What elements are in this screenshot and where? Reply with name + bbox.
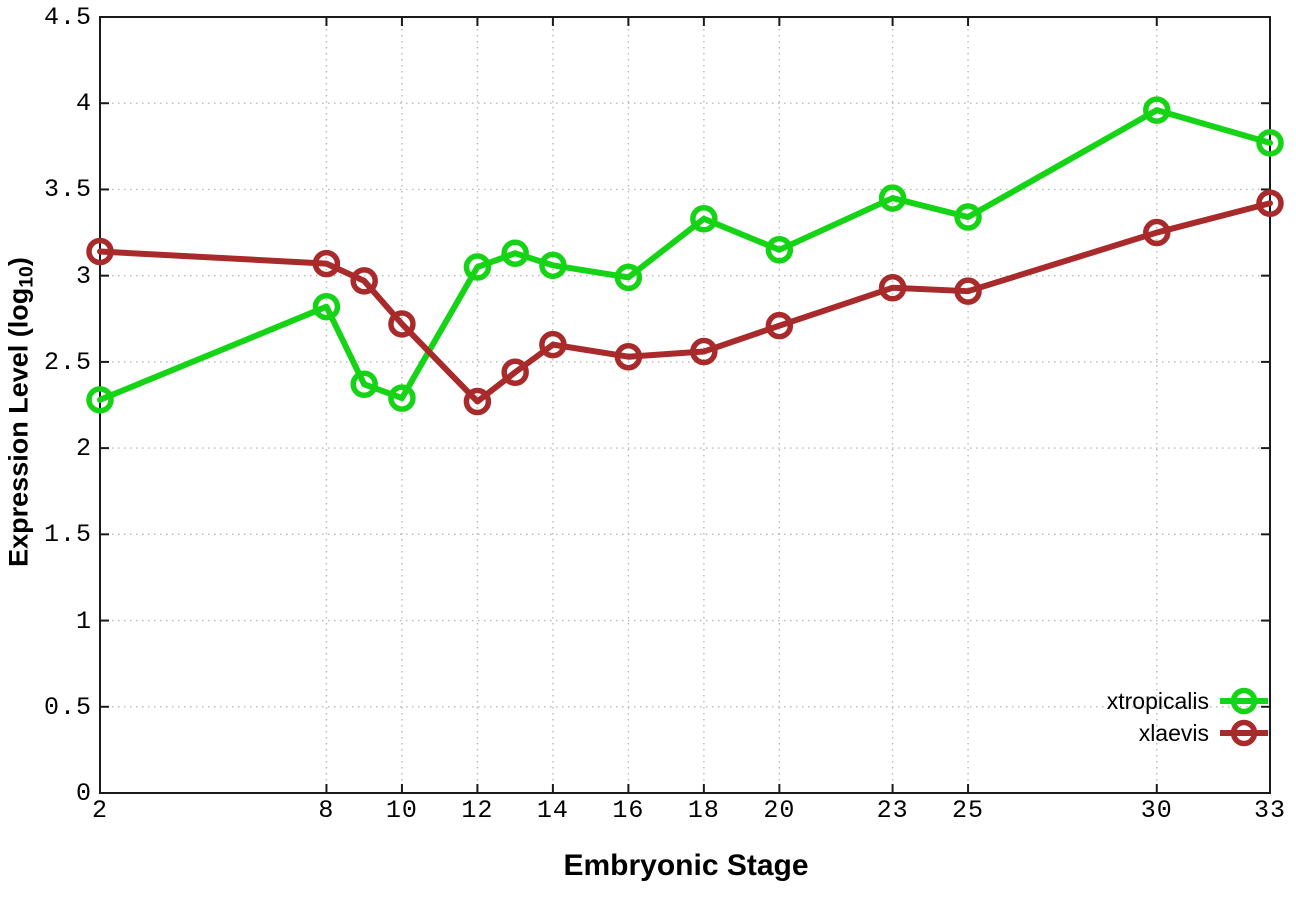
y-tick-label: 0 <box>75 779 92 808</box>
y-tick-label: 3 <box>75 261 92 291</box>
data-point-xtropicalis <box>463 253 492 281</box>
data-point-xlaevis <box>690 337 718 366</box>
data-point-xlaevis <box>1143 218 1171 247</box>
y-axis-title: Expression Level (log10) <box>4 257 39 567</box>
legend-label: xlaevis <box>1138 719 1209 746</box>
y-tick-label: 2.5 <box>43 347 92 377</box>
data-point-xtropicalis <box>86 386 114 414</box>
data-point-xtropicalis <box>954 203 982 231</box>
y-tick-label: 2 <box>75 434 92 464</box>
x-axis-title: Embryonic Stage <box>563 849 809 882</box>
data-point-xtropicalis <box>614 263 643 292</box>
x-tick-label: 30 <box>1140 796 1173 825</box>
y-tick-label: 4 <box>75 89 92 119</box>
plot-border <box>99 16 1271 794</box>
data-point-xlaevis <box>463 387 492 416</box>
data-point-xlaevis <box>614 342 643 371</box>
data-point-xtropicalis <box>690 205 718 233</box>
legend-label: xtropicalis <box>1106 687 1209 714</box>
data-point-xtropicalis <box>312 292 341 321</box>
data-point-xtropicalis <box>388 384 416 412</box>
data-point-xlaevis <box>388 310 416 338</box>
y-axis-title-close: ) <box>3 257 34 267</box>
data-point-xlaevis <box>1256 189 1284 217</box>
x-tick-label: 10 <box>385 796 418 825</box>
x-tick-label: 23 <box>876 796 909 825</box>
y-tick-label: 1 <box>75 606 92 636</box>
legend-marker-xlaevis <box>1220 719 1268 747</box>
y-tick-label: 3.5 <box>43 175 92 205</box>
data-point-xtropicalis <box>539 251 567 280</box>
x-tick-label: 8 <box>318 796 335 825</box>
x-tick-label: 33 <box>1253 796 1286 825</box>
y-tick-label: 4.5 <box>43 3 92 32</box>
data-point-xtropicalis <box>765 236 794 264</box>
legend: xtropicalis xlaevis <box>1107 685 1270 749</box>
data-point-xtropicalis <box>1256 129 1284 157</box>
data-point-xtropicalis <box>350 370 378 399</box>
data-point-xlaevis <box>350 267 378 295</box>
data-point-xtropicalis <box>501 239 529 267</box>
y-axis-title-subscript: 10 <box>15 266 38 288</box>
data-point-xlaevis <box>539 330 567 359</box>
legend-entry-xtropicalis: xtropicalis <box>1107 685 1270 717</box>
data-point-xtropicalis <box>1143 96 1171 124</box>
x-tick-label: 2 <box>91 796 108 825</box>
data-point-xlaevis <box>954 277 982 305</box>
x-tick-label: 16 <box>612 796 645 825</box>
data-point-xtropicalis <box>878 184 907 212</box>
data-point-xlaevis <box>878 273 907 302</box>
data-point-xlaevis <box>86 237 114 266</box>
legend-entry-xlaevis: xlaevis <box>1107 717 1270 749</box>
legend-marker-xtropicalis <box>1220 687 1268 715</box>
y-axis-title-text: Expression Level (log <box>3 287 34 567</box>
data-point-xlaevis <box>312 249 341 278</box>
data-point-xlaevis <box>765 311 794 340</box>
x-tick-label: 18 <box>687 796 720 825</box>
x-tick-label: 20 <box>763 796 796 825</box>
x-tick-label: 14 <box>536 796 569 825</box>
x-tick-label: 25 <box>952 796 985 825</box>
data-point-xlaevis <box>501 358 529 386</box>
y-tick-label: 1.5 <box>43 520 92 550</box>
x-tick-label: 12 <box>461 796 494 825</box>
y-tick-label: 0.5 <box>43 692 92 722</box>
